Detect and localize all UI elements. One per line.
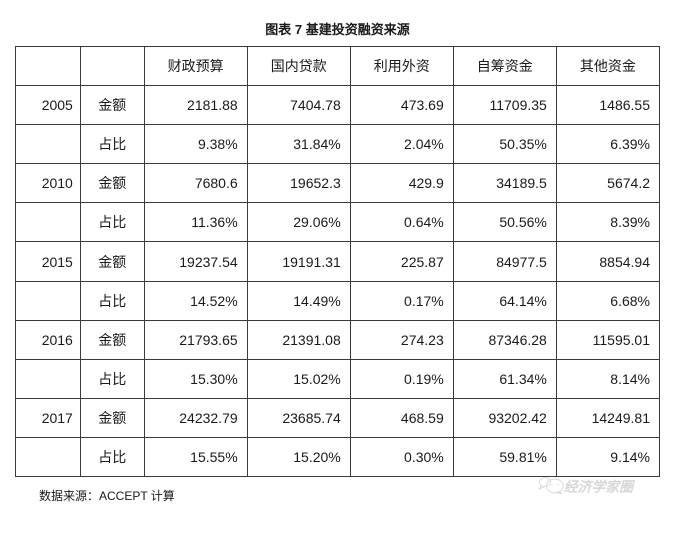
svg-text:经济学家圈: 经济学家圈: [564, 478, 636, 494]
